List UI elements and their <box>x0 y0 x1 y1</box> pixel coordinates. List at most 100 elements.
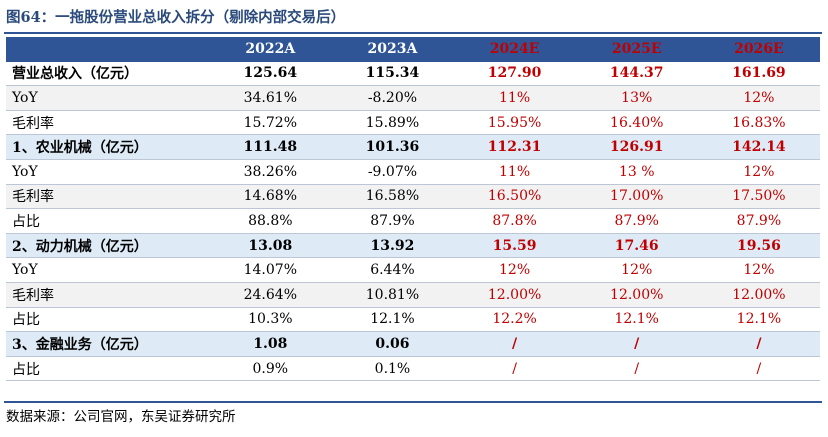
value-cell: 17.50% <box>697 184 820 210</box>
table-row: 3、金融业务（亿元） 1.08 0.06// / <box>6 331 820 357</box>
value-cell: 12% <box>697 159 820 185</box>
value-cell: 15.89% <box>331 110 454 136</box>
value-cell: 126.91 <box>575 134 698 160</box>
table-row: 占比 0.9% 0.1% / / / <box>6 356 820 382</box>
value-cell: / <box>575 356 698 382</box>
value-cell: 17.46 <box>575 233 698 259</box>
value-cell: 144.37 <box>575 61 698 87</box>
row-label: 1、农业机械（亿元） <box>6 134 210 160</box>
value-cell: 88.8% <box>209 208 332 234</box>
value-cell: 125.64 <box>209 61 332 87</box>
row-label: 毛利率 <box>6 282 210 308</box>
revenue-breakdown-table: 2022A 2023A 2024E 2025E 2026E 营业总收入（亿元） 1… <box>6 37 820 382</box>
table-row: 毛利率 14.68% 16.58% 16.50% 17.00% 17.50% <box>6 184 820 210</box>
header-row: 2022A 2023A 2024E 2025E 2026E <box>6 37 820 62</box>
value-cell: 34.61% <box>209 85 332 111</box>
value-cell: 0.06 <box>331 331 454 357</box>
table-row: 占比 10.3% 12.1% 12.2% 12.1% 12.1% <box>6 307 820 333</box>
value-cell: 12.2% <box>453 307 576 333</box>
value-cell: 16.83% <box>697 110 820 136</box>
value-cell: 87.9% <box>575 208 698 234</box>
row-label: 3、金融业务（亿元） <box>6 331 210 357</box>
source-note: 数据来源：公司官网，东吴证券研究所 <box>6 409 236 425</box>
value-cell: 87.8% <box>453 208 576 234</box>
value-cell: 15.95% <box>453 110 576 136</box>
value-cell: 11% <box>453 159 576 185</box>
value-cell: 142.14 <box>697 134 820 160</box>
table-row: 毛利率 15.72% 15.89% 15.95% 16.40% 16.83% <box>6 110 820 136</box>
header-cell-2023a: 2023A <box>331 37 454 62</box>
value-cell: 0.1% <box>331 356 454 382</box>
value-cell: 115.34 <box>331 61 454 87</box>
header-cell-2026e: 2026E <box>697 37 820 62</box>
value-cell: 0.9% <box>209 356 332 382</box>
value-cell: 10.3% <box>209 307 332 333</box>
value-cell: 12.00% <box>453 282 576 308</box>
value-cell: / <box>697 356 820 382</box>
value-cell: 12% <box>697 257 820 283</box>
value-cell: 24.64% <box>209 282 332 308</box>
value-cell: 14.07% <box>209 257 332 283</box>
value-cell: 13 % <box>575 159 698 185</box>
value-cell: / <box>697 331 820 357</box>
value-cell: 12.00% <box>697 282 820 308</box>
value-cell: 12.1% <box>331 307 454 333</box>
value-cell: / <box>453 331 576 357</box>
value-cell: 111.48 <box>209 134 332 160</box>
value-cell: 16.40% <box>575 110 698 136</box>
value-cell: -9.07% <box>331 159 454 185</box>
value-cell: 10.81% <box>331 282 454 308</box>
row-label: 占比 <box>6 356 210 382</box>
bottom-rule <box>4 401 822 403</box>
value-cell: 101.36 <box>331 134 454 160</box>
value-cell: 12.1% <box>575 307 698 333</box>
value-cell: 38.26% <box>209 159 332 185</box>
value-cell: 12% <box>453 257 576 283</box>
value-cell: 12.00% <box>575 282 698 308</box>
value-cell: 12.1% <box>697 307 820 333</box>
value-cell: 16.58% <box>331 184 454 210</box>
row-label: 占比 <box>6 208 210 234</box>
table-row: YoY 14.07% 6.44% 12% 12% 12% <box>6 257 820 283</box>
row-label: 营业总收入（亿元） <box>6 61 210 87</box>
value-cell: 12% <box>575 257 698 283</box>
header-cell-blank <box>6 37 210 62</box>
value-cell: 14.68% <box>209 184 332 210</box>
value-cell: 127.90 <box>453 61 576 87</box>
value-cell: -8.20% <box>331 85 454 111</box>
value-cell: / <box>575 331 698 357</box>
value-cell: 13.92 <box>331 233 454 259</box>
value-cell: 161.69 <box>697 61 820 87</box>
value-cell: / <box>453 356 576 382</box>
row-label: 毛利率 <box>6 184 210 210</box>
header-cell-2022a: 2022A <box>209 37 332 62</box>
value-cell: 6.44% <box>331 257 454 283</box>
table-row: YoY 34.61% -8.20% 11% 13% 12% <box>6 85 820 111</box>
value-cell: 17.00% <box>575 184 698 210</box>
value-cell: 87.9% <box>331 208 454 234</box>
table-row: 1、农业机械（亿元） 111.48 101.36 112.31 126.91 142.14 <box>6 134 820 160</box>
table-row: 2、动力机械（亿元） 13.08 13.92 15.59 17.46 19.56 <box>6 233 820 259</box>
value-cell: 87.9% <box>697 208 820 234</box>
value-cell: 16.50% <box>453 184 576 210</box>
value-cell: 15.59 <box>453 233 576 259</box>
row-label: 占比 <box>6 307 210 333</box>
table-row: YoY 38.26% -9.07% 11% 13 % 12% <box>6 159 820 185</box>
table-row: 毛利率 24.64% 10.81% 12.00% 12.00% 12.00% <box>6 282 820 308</box>
value-cell: 15.72% <box>209 110 332 136</box>
value-cell: 11% <box>453 85 576 111</box>
top-rule <box>4 32 822 34</box>
value-cell: 112.31 <box>453 134 576 160</box>
row-label: YoY <box>6 85 210 111</box>
row-label: 毛利率 <box>6 110 210 136</box>
header-cell-2025e: 2025E <box>575 37 698 62</box>
header-cell-2024e: 2024E <box>453 37 576 62</box>
table-row: 占比 88.8% 87.9% 87.8% 87.9% 87.9% <box>6 208 820 234</box>
row-label: 2、动力机械（亿元） <box>6 233 210 259</box>
value-cell: 12% <box>697 85 820 111</box>
value-cell: 19.56 <box>697 233 820 259</box>
row-label: YoY <box>6 159 210 185</box>
figure-title: 图64：一拖股份营业总收入拆分（剔除内部交易后） <box>6 9 346 26</box>
table-row: 营业总收入（亿元） 125.64 115.34 127.90 144.37 161.69 <box>6 61 820 87</box>
row-label: YoY <box>6 257 210 283</box>
